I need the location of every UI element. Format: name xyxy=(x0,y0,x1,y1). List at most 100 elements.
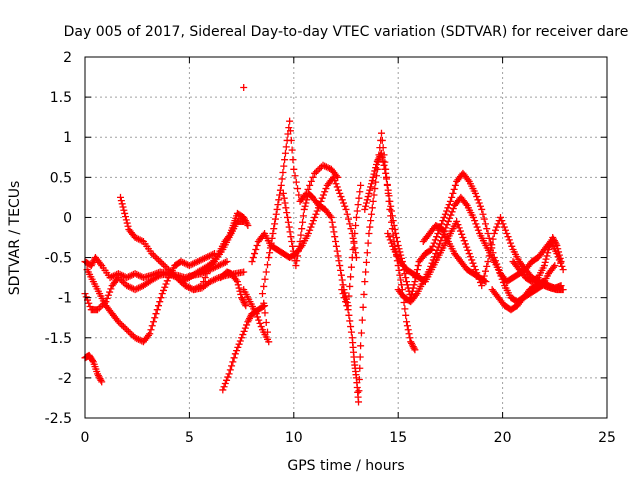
data-point xyxy=(394,242,402,250)
y-tick-label: 0.5 xyxy=(50,170,72,186)
data-point xyxy=(231,350,239,358)
data-point xyxy=(240,83,248,91)
data-point xyxy=(133,285,141,293)
data-point xyxy=(235,340,243,348)
data-point xyxy=(286,127,294,135)
data-point xyxy=(282,143,290,151)
data-point xyxy=(114,274,122,282)
data-point xyxy=(322,163,330,171)
data-point xyxy=(265,338,273,346)
data-point xyxy=(151,253,159,261)
data-point xyxy=(240,327,248,335)
data-point xyxy=(97,302,105,310)
y-tick-label: -0.5 xyxy=(45,251,72,267)
data-point xyxy=(559,286,567,294)
data-point xyxy=(311,213,319,221)
data-point xyxy=(329,223,337,231)
data-point xyxy=(331,177,339,185)
data-point xyxy=(334,186,342,194)
data-point xyxy=(173,274,181,282)
data-point xyxy=(240,213,248,221)
data-point xyxy=(553,242,561,250)
data-point xyxy=(148,322,156,330)
data-point xyxy=(337,266,345,274)
data-point xyxy=(213,274,221,282)
data-point xyxy=(260,282,268,290)
data-point xyxy=(402,311,410,319)
data-point xyxy=(472,220,480,228)
data-point xyxy=(387,202,395,210)
data-point xyxy=(483,225,491,233)
data-point xyxy=(408,287,416,295)
data-point xyxy=(116,275,124,283)
data-point xyxy=(126,272,134,280)
data-point xyxy=(480,215,488,223)
data-point xyxy=(106,274,114,282)
data-point xyxy=(431,236,439,244)
data-point xyxy=(343,302,351,310)
data-point xyxy=(473,223,481,231)
data-point xyxy=(124,282,132,290)
data-point xyxy=(136,272,144,280)
data-point xyxy=(322,185,330,193)
data-point xyxy=(460,237,468,245)
data-point xyxy=(401,305,409,313)
data-point xyxy=(229,358,237,366)
data-point xyxy=(500,223,508,231)
data-point xyxy=(475,199,483,207)
plot-frame xyxy=(84,56,608,419)
series-track-i xyxy=(240,117,342,346)
data-point xyxy=(190,286,198,294)
data-point xyxy=(328,218,336,226)
data-point xyxy=(122,216,130,224)
data-point xyxy=(489,235,497,243)
data-point xyxy=(347,323,355,331)
data-point xyxy=(497,272,505,280)
data-point xyxy=(347,273,355,281)
data-point xyxy=(351,229,359,237)
data-point xyxy=(248,258,256,266)
data-point xyxy=(121,324,129,332)
data-point xyxy=(246,315,254,323)
data-point xyxy=(365,229,373,237)
data-point xyxy=(550,263,558,271)
data-point xyxy=(386,197,394,205)
data-point xyxy=(430,239,438,247)
data-point xyxy=(255,316,263,324)
data-point xyxy=(288,238,296,246)
data-point xyxy=(369,173,377,181)
data-point xyxy=(120,206,128,214)
data-point xyxy=(263,328,271,336)
data-point xyxy=(261,275,269,283)
data-point xyxy=(446,214,454,222)
data-point xyxy=(429,242,437,250)
data-point xyxy=(107,285,115,293)
data-point xyxy=(309,173,317,181)
x-tick-label: 25 xyxy=(598,430,616,446)
data-point xyxy=(388,212,396,220)
data-point xyxy=(492,226,500,234)
data-point xyxy=(426,266,434,274)
data-point xyxy=(82,293,90,301)
data-point xyxy=(228,362,236,370)
data-point xyxy=(507,239,515,247)
data-point xyxy=(205,252,213,260)
data-point xyxy=(210,276,218,284)
data-point xyxy=(185,262,193,270)
data-point xyxy=(211,263,219,271)
data-point xyxy=(344,306,352,314)
data-point xyxy=(367,180,375,188)
data-point xyxy=(403,281,411,289)
data-point xyxy=(356,188,364,196)
data-point xyxy=(160,286,168,294)
y-tick-label: 1.5 xyxy=(50,90,72,106)
data-point xyxy=(552,240,560,248)
data-point xyxy=(246,313,254,321)
data-point xyxy=(338,276,346,284)
data-point xyxy=(114,318,122,326)
data-point xyxy=(433,233,441,241)
data-point xyxy=(296,238,304,246)
data-point xyxy=(285,124,293,132)
data-point xyxy=(345,215,353,223)
data-point xyxy=(345,292,353,300)
